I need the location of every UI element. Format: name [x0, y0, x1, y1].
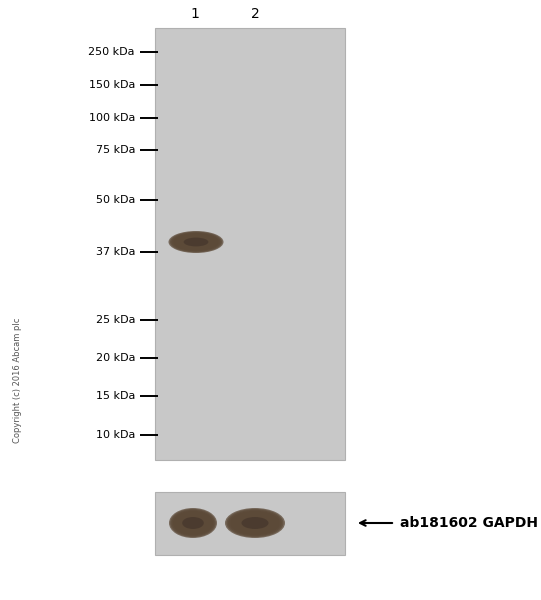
Ellipse shape: [183, 238, 208, 247]
Ellipse shape: [229, 511, 280, 535]
Ellipse shape: [175, 512, 211, 533]
Ellipse shape: [231, 512, 279, 535]
Ellipse shape: [174, 512, 212, 535]
Ellipse shape: [175, 234, 216, 250]
Ellipse shape: [171, 510, 215, 536]
Ellipse shape: [170, 509, 216, 537]
Ellipse shape: [173, 233, 219, 251]
Ellipse shape: [225, 508, 285, 538]
Ellipse shape: [178, 236, 214, 248]
Text: 15 kDa: 15 kDa: [96, 391, 135, 401]
Ellipse shape: [228, 510, 282, 536]
Ellipse shape: [174, 233, 218, 250]
Text: 50 kDa: 50 kDa: [96, 195, 135, 205]
Ellipse shape: [169, 508, 217, 538]
Ellipse shape: [173, 511, 213, 535]
Text: 10 kDa: 10 kDa: [96, 430, 135, 440]
Text: 37 kDa: 37 kDa: [96, 247, 135, 257]
Text: 20 kDa: 20 kDa: [96, 353, 135, 363]
Ellipse shape: [233, 512, 278, 533]
Ellipse shape: [168, 231, 223, 253]
Ellipse shape: [182, 517, 204, 529]
Text: 1: 1: [190, 7, 200, 21]
Ellipse shape: [171, 232, 221, 251]
Text: ab181602 GAPDH: ab181602 GAPDH: [400, 516, 538, 530]
Ellipse shape: [170, 232, 222, 253]
Ellipse shape: [176, 514, 210, 533]
Ellipse shape: [235, 514, 274, 532]
Text: 150 kDa: 150 kDa: [89, 80, 135, 90]
Text: 75 kDa: 75 kDa: [96, 145, 135, 155]
Text: 250 kDa: 250 kDa: [89, 47, 135, 57]
Bar: [155, 28, 345, 460]
Ellipse shape: [177, 235, 215, 249]
Text: 25 kDa: 25 kDa: [96, 315, 135, 325]
Text: Copyright (c) 2016 Abcam plc: Copyright (c) 2016 Abcam plc: [14, 317, 23, 443]
Ellipse shape: [177, 514, 209, 532]
Ellipse shape: [234, 514, 276, 533]
Ellipse shape: [241, 517, 268, 529]
Ellipse shape: [227, 509, 283, 537]
Text: 100 kDa: 100 kDa: [89, 113, 135, 123]
Text: 2: 2: [250, 7, 259, 21]
Bar: [155, 492, 345, 555]
